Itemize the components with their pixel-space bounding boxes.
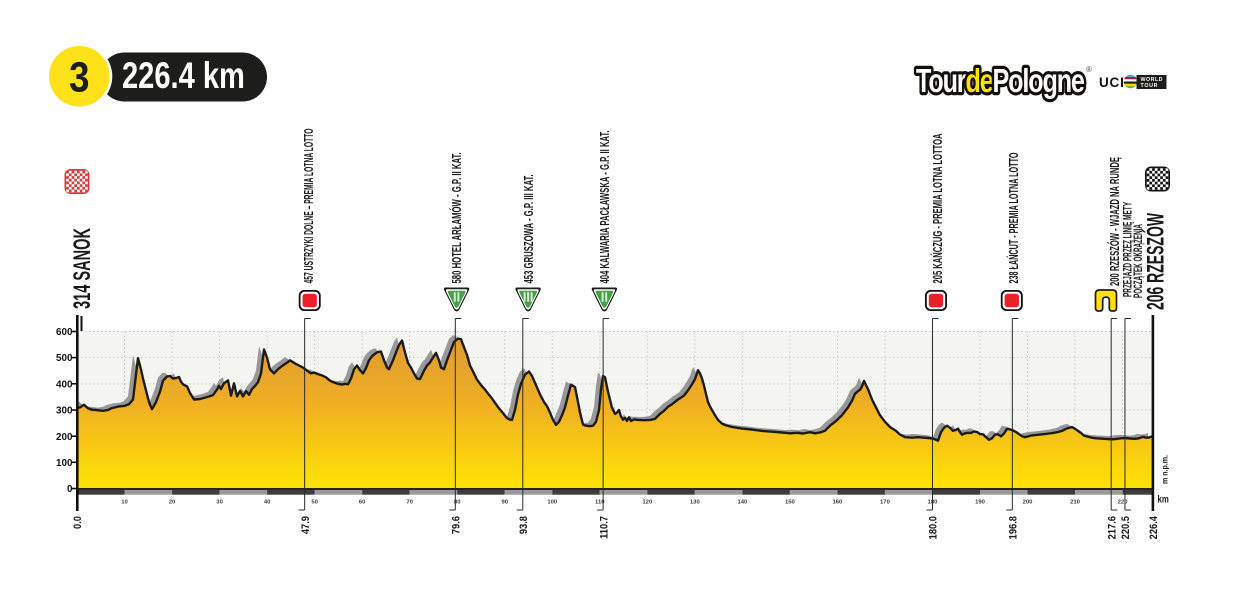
svg-text:200: 200 xyxy=(56,432,73,443)
svg-text:130: 130 xyxy=(690,500,701,506)
svg-text:400: 400 xyxy=(56,379,73,390)
svg-text:120: 120 xyxy=(642,500,653,506)
svg-text:196.8: 196.8 xyxy=(1008,516,1020,540)
svg-text:m n.p.m.: m n.p.m. xyxy=(1160,455,1170,484)
svg-text:220.5: 220.5 xyxy=(1121,516,1133,540)
svg-text:20: 20 xyxy=(169,500,176,506)
svg-text:100: 100 xyxy=(56,458,73,469)
svg-text:500: 500 xyxy=(56,353,73,364)
svg-text:0.0: 0.0 xyxy=(73,516,85,529)
svg-text:60: 60 xyxy=(359,500,366,506)
svg-text:40: 40 xyxy=(264,500,271,506)
svg-text:110: 110 xyxy=(595,500,605,506)
svg-text:300: 300 xyxy=(56,406,73,417)
svg-text:238 ŁAŃCUT - PREMIA LOTNA LOT: 238 ŁAŃCUT - PREMIA LOTNA LOTTO xyxy=(1006,152,1021,283)
svg-text:PRZEJAZD PRZEZ LINIĘ METY: PRZEJAZD PRZEZ LINIĘ METY xyxy=(1121,202,1135,297)
svg-text:10: 10 xyxy=(121,500,128,506)
svg-text:200: 200 xyxy=(1023,500,1034,506)
svg-text:220: 220 xyxy=(1118,500,1129,506)
svg-text:140: 140 xyxy=(737,500,748,506)
svg-text:453 GRUSZOWA - G.P. III KAT.: 453 GRUSZOWA - G.P. III KAT. xyxy=(522,175,536,284)
svg-text:205 KAŃCZUG - PREMIA LOTNA LO: 205 KAŃCZUG - PREMIA LOTNA LOTTOA xyxy=(930,134,945,284)
svg-text:0: 0 xyxy=(67,484,73,495)
svg-text:93.8: 93.8 xyxy=(518,516,530,534)
svg-text:160: 160 xyxy=(832,500,843,506)
svg-text:50: 50 xyxy=(311,500,318,506)
svg-text:170: 170 xyxy=(880,500,891,506)
svg-text:180.0: 180.0 xyxy=(928,516,940,540)
svg-text:UCI: UCI xyxy=(1099,75,1125,90)
svg-text:110.7: 110.7 xyxy=(599,516,611,539)
svg-text:150: 150 xyxy=(785,500,796,506)
svg-text:210: 210 xyxy=(1070,500,1081,506)
svg-text:70: 70 xyxy=(406,500,413,506)
svg-text:km: km xyxy=(1158,494,1169,505)
svg-text:TourdePologne: TourdePologne xyxy=(916,63,1084,100)
svg-text:90: 90 xyxy=(501,500,508,506)
svg-text:POCZĄTEK OKRĄŻENIA: POCZĄTEK OKRĄŻENIA xyxy=(1131,224,1145,298)
svg-text:457 USTRZYKI DOLNE – PREMIA LO: 457 USTRZYKI DOLNE – PREMIA LOTNA LOTTO xyxy=(302,128,316,283)
svg-text:226.4: 226.4 xyxy=(1149,516,1161,540)
svg-text:600: 600 xyxy=(56,327,73,338)
svg-text:47.9: 47.9 xyxy=(300,516,312,534)
svg-text:190: 190 xyxy=(975,500,986,506)
svg-text:TOUR: TOUR xyxy=(1141,83,1159,89)
svg-text:30: 30 xyxy=(216,500,223,506)
svg-text:3: 3 xyxy=(69,54,89,101)
svg-text:®: ® xyxy=(1086,65,1092,74)
svg-text:WORLD: WORLD xyxy=(1141,77,1164,83)
svg-text:79.6: 79.6 xyxy=(451,516,463,534)
svg-text:217.6: 217.6 xyxy=(1107,516,1119,540)
svg-text:580 HOTEL ARŁAMÓW - G.P. II KA: 580 HOTEL ARŁAMÓW - G.P. II KAT. xyxy=(449,153,464,284)
svg-text:200 RZESZÓW - WJAZD NA RUNDĘ: 200 RZESZÓW - WJAZD NA RUNDĘ xyxy=(1107,157,1122,286)
svg-text:206 RZESZÓW: 206 RZESZÓW xyxy=(1142,213,1170,310)
svg-text:314 SANOK: 314 SANOK xyxy=(69,228,96,309)
svg-text:404 KALWARIA PACŁAWSKA - G.P.: 404 KALWARIA PACŁAWSKA - G.P. II KAT. xyxy=(598,131,612,284)
svg-text:226.4 km: 226.4 km xyxy=(122,56,245,97)
svg-text:100: 100 xyxy=(547,500,558,506)
svg-text:80: 80 xyxy=(454,500,461,506)
